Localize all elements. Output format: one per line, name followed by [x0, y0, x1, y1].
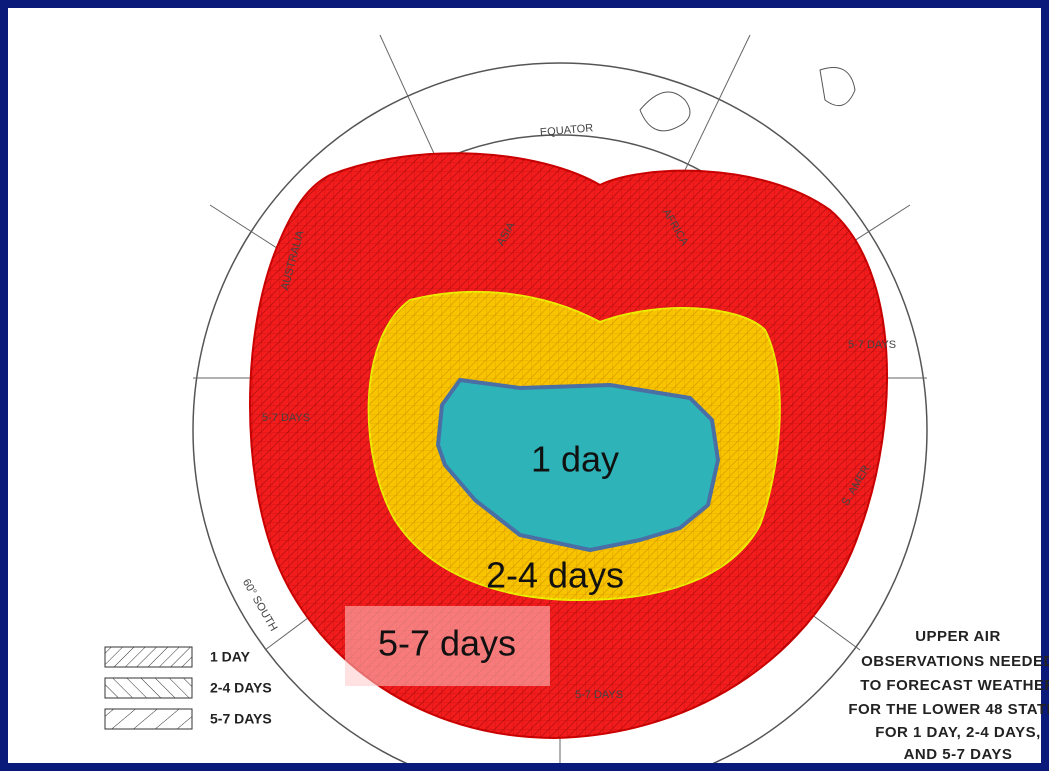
caption-line: TO FORECAST WEATHER: [860, 677, 1049, 694]
caption-line: FOR 1 DAY, 2-4 DAYS,: [875, 724, 1041, 741]
legend-label: 5-7 DAYS: [210, 711, 272, 727]
legend-label: 2-4 DAYS: [210, 680, 272, 696]
caption-line: AND 5-7 DAYS: [904, 746, 1013, 763]
legend-swatch: [104, 646, 193, 668]
caption: UPPER AIR OBSERVATIONS NEEDED TO FORECAS…: [848, 628, 1049, 763]
zone-label-background: [345, 606, 550, 686]
equator-label: EQUATOR: [539, 122, 593, 139]
legend: 1 DAY 2-4 DAYS 5-7 DAYS: [104, 646, 272, 730]
legend-label: 1 DAY: [210, 649, 251, 665]
caption-line: UPPER AIR: [915, 628, 1001, 645]
caption-line: FOR THE LOWER 48 STATES: [848, 701, 1049, 718]
zone-map-label: 5-7 DAYS: [575, 689, 623, 701]
zone-label: 5-7 days: [378, 623, 516, 664]
zone-label: 1 day: [531, 439, 619, 480]
legend-swatch: [104, 708, 193, 730]
caption-line: OBSERVATIONS NEEDED: [861, 653, 1049, 670]
zone-1-day: [436, 378, 720, 552]
zone-label: 2-4 days: [486, 555, 624, 596]
legend-swatch: [104, 677, 193, 699]
zone-map-label: 5-7 DAYS: [262, 412, 310, 424]
zone-map-label: 5-7 DAYS: [848, 339, 896, 351]
